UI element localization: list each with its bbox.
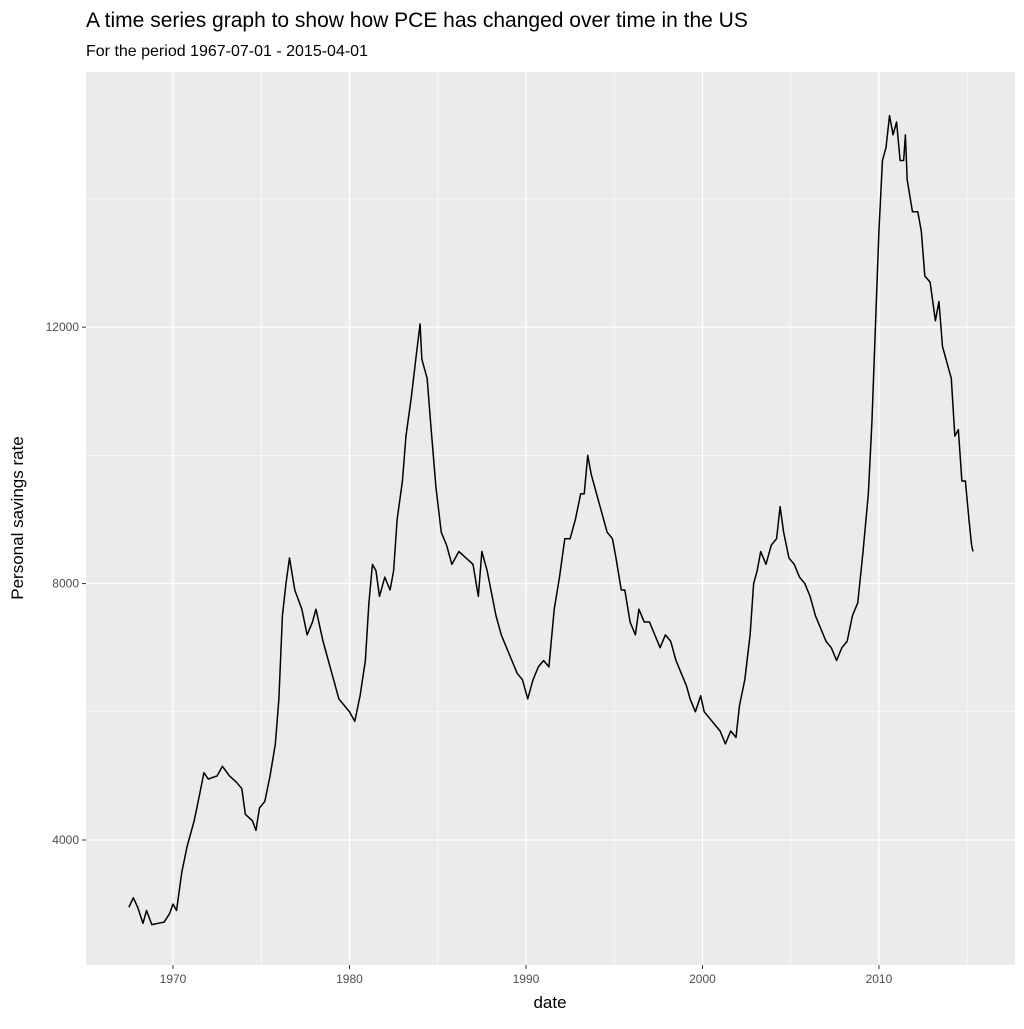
y-tick-label: 8000 <box>52 577 79 591</box>
x-tick-label: 1980 <box>336 972 363 986</box>
x-axis-title: date <box>533 993 566 1012</box>
y-axis-title: Personal savings rate <box>8 436 27 599</box>
y-tick-label: 4000 <box>52 833 79 847</box>
chart-title: A time series graph to show how PCE has … <box>86 9 748 32</box>
x-tick-label: 2010 <box>866 972 893 986</box>
chart-subtitle: For the period 1967-07-01 - 2015-04-01 <box>86 43 368 60</box>
y-tick-label: 12000 <box>46 320 80 334</box>
x-tick-label: 1970 <box>160 972 187 986</box>
x-tick-label: 1990 <box>513 972 540 986</box>
x-tick-label: 2000 <box>689 972 716 986</box>
panel <box>86 72 1015 965</box>
series-line <box>128 114 974 926</box>
